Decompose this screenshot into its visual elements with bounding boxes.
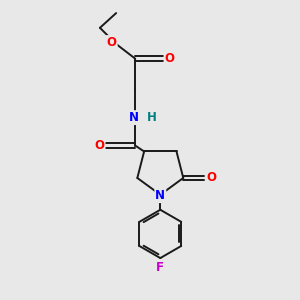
Text: N: N [155,189,165,202]
Text: O: O [165,52,175,65]
Text: H: H [146,111,156,124]
Text: O: O [107,36,117,49]
Text: O: O [206,172,216,184]
Text: O: O [94,139,104,152]
Text: F: F [156,261,164,274]
Text: N: N [129,111,139,124]
